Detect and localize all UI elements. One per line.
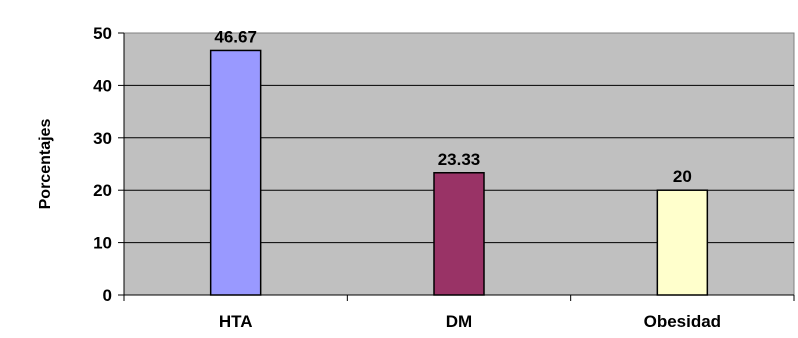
y-tick-label: 30 bbox=[93, 129, 112, 148]
data-label: 46.67 bbox=[214, 27, 257, 46]
bar-dm bbox=[433, 172, 485, 296]
bar-hta bbox=[209, 49, 262, 296]
x-tick-label: DM bbox=[446, 312, 472, 331]
y-axis: 0 10 20 30 40 50 bbox=[93, 24, 125, 305]
x-tick-label: Obesidad bbox=[644, 312, 721, 331]
y-tick-label: 40 bbox=[93, 76, 112, 95]
data-label: 23.33 bbox=[438, 150, 481, 169]
data-label: 20 bbox=[673, 167, 692, 186]
data-labels: 46.67 23.33 20 bbox=[214, 27, 691, 186]
y-tick-label: 20 bbox=[93, 181, 112, 200]
x-tick-label: HTA bbox=[219, 312, 253, 331]
x-axis: HTA DM Obesidad bbox=[123, 294, 795, 331]
y-tick-label: 50 bbox=[93, 24, 112, 43]
y-tick-label: 0 bbox=[103, 286, 112, 305]
y-tick-label: 10 bbox=[93, 234, 112, 253]
bar-obesidad bbox=[656, 189, 709, 296]
y-axis-title: Porcentajes bbox=[37, 119, 54, 210]
